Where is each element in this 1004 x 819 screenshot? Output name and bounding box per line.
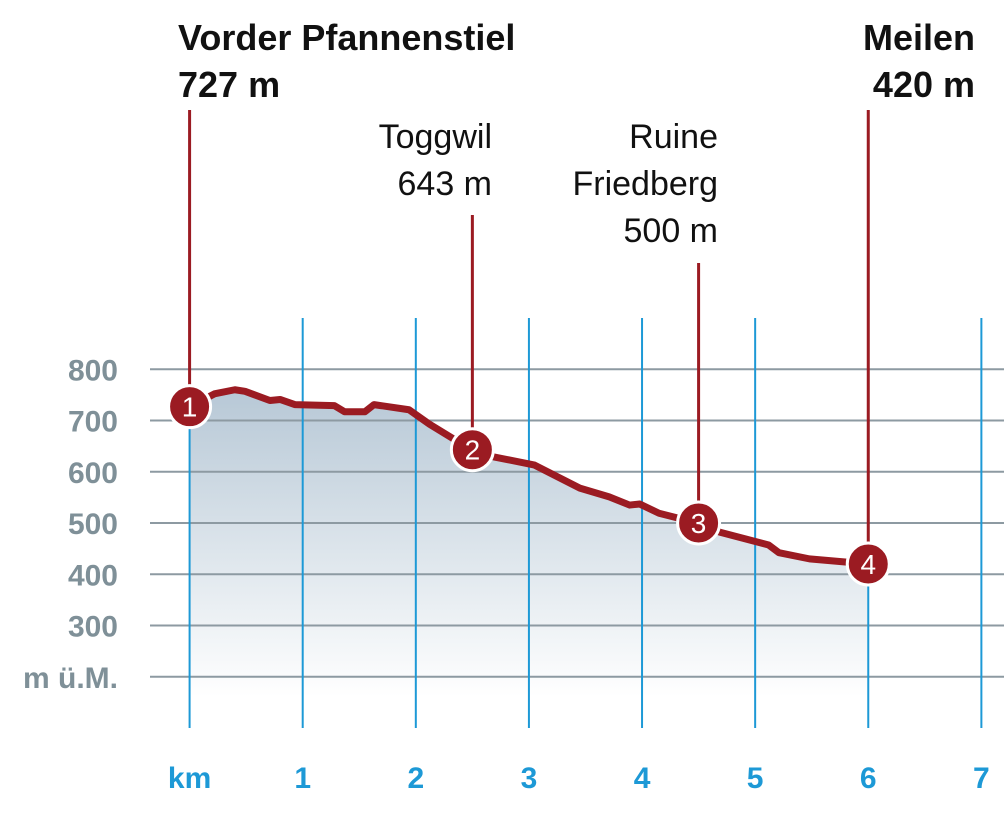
- x-tick-label: 5: [747, 762, 764, 795]
- place-name: Vorder Pfannenstiel: [178, 17, 515, 58]
- place-name: Meilen: [863, 17, 975, 58]
- y-tick-label: 500: [68, 508, 118, 541]
- x-tick-label: 7: [973, 762, 990, 795]
- place-name: Friedberg: [572, 165, 718, 203]
- y-tick-label: 400: [68, 559, 118, 592]
- elevation-label: 643 m: [398, 165, 493, 203]
- x-tick-label: 2: [407, 762, 424, 795]
- y-tick-label: 700: [68, 406, 118, 439]
- x-tick-label: 3: [521, 762, 538, 795]
- waypoint-marker: [845, 541, 891, 587]
- y-tick-label: 300: [68, 611, 118, 644]
- x-tick-label: 6: [860, 762, 877, 795]
- x-tick-label: km: [168, 762, 211, 795]
- elevation-label: 500 m: [624, 212, 719, 250]
- waypoint-number: 2: [465, 435, 481, 466]
- waypoint-marker: [167, 384, 213, 430]
- x-tick-label: 1: [294, 762, 311, 795]
- y-tick-label: 600: [68, 457, 118, 490]
- x-tick-label: 4: [634, 762, 651, 795]
- place-name: Ruine: [629, 118, 718, 156]
- waypoint-number: 4: [860, 549, 876, 580]
- y-tick-label: m ü.M.: [23, 662, 118, 695]
- y-tick-label: 800: [68, 354, 118, 387]
- place-name: Toggwil: [379, 118, 492, 156]
- waypoint-number: 3: [691, 508, 707, 539]
- waypoint-marker: [449, 427, 495, 473]
- waypoint-marker: [676, 500, 722, 546]
- elevation-label: 420 m: [873, 64, 975, 105]
- waypoint-number: 1: [182, 392, 198, 423]
- elevation-label: 727 m: [178, 64, 280, 105]
